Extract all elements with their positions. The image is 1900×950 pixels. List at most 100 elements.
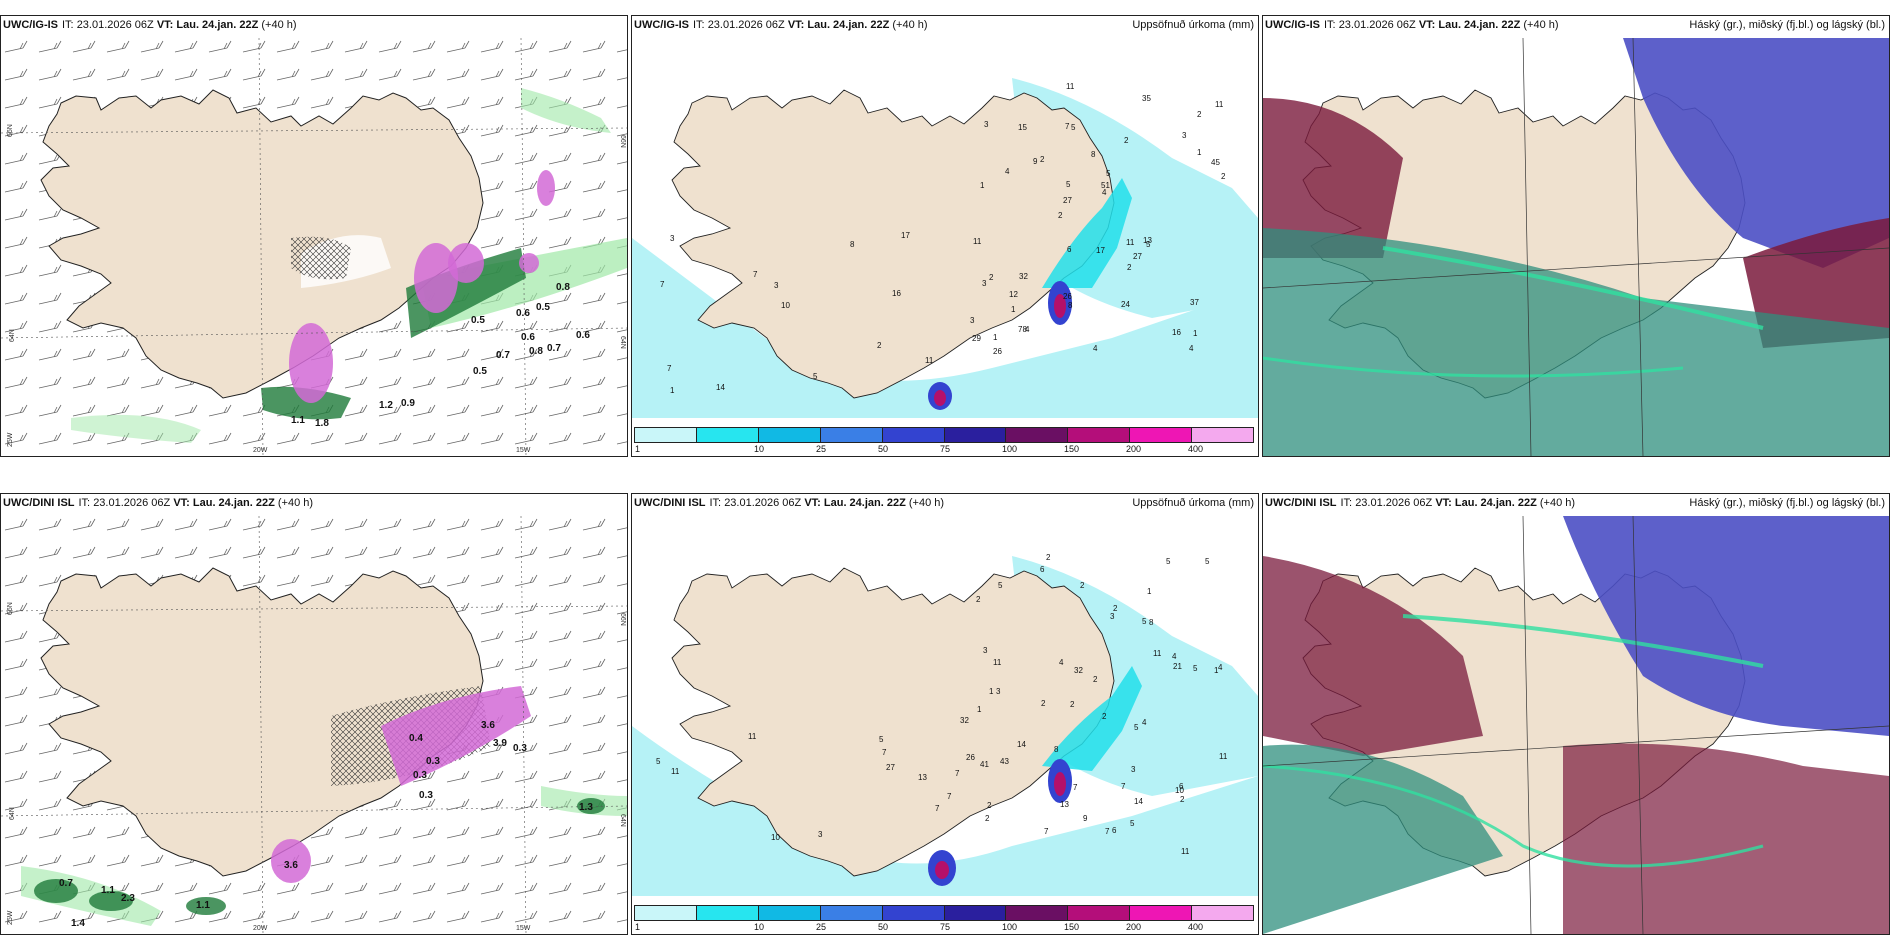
- precip-value: 2: [1070, 700, 1075, 709]
- precip-value: 8: [1068, 301, 1073, 310]
- precip-value: 5: [1066, 180, 1071, 189]
- precip-value: 11: [1181, 847, 1190, 856]
- panel-wind-bottom: UWC/DINI ISL IT: 23.01.2026 06Z VT: Lau. …: [0, 493, 628, 935]
- precip-value: 5: [1142, 617, 1147, 626]
- legend-swatches: [634, 427, 1254, 443]
- precip-value: 8: [850, 240, 855, 249]
- lon-label: 15W: [516, 925, 531, 932]
- legend-tick: 75: [940, 922, 951, 932]
- precip-value: 5: [656, 757, 661, 766]
- precip-value: 1: [980, 181, 985, 190]
- precip-value: 26: [1063, 292, 1072, 301]
- precip-value: 2: [1080, 581, 1085, 590]
- legend-swatch: [1068, 906, 1131, 920]
- panel-wind-top: UWC/IG-IS IT: 23.01.2026 06Z VT: Lau. 24.…: [0, 15, 628, 457]
- legend-swatches: [634, 905, 1254, 921]
- precip-value: 2: [1180, 795, 1185, 804]
- legend-tick: 10: [754, 444, 765, 454]
- legend-tick: 25: [816, 444, 827, 454]
- precip-value: 37: [1190, 298, 1199, 307]
- precip-value: 4: [1142, 718, 1147, 727]
- contour-label: 0.6: [521, 332, 535, 343]
- contour-label: 0.7: [59, 878, 73, 889]
- contour-label: 0.6: [576, 330, 590, 341]
- panel-header: UWC/IG-IS IT: 23.01.2026 06Z VT: Lau. 24.…: [3, 19, 297, 31]
- precip-value: 5: [1193, 664, 1198, 673]
- precip-value: 1: [670, 386, 675, 395]
- precip-value: 2: [976, 595, 981, 604]
- precip-value: 17: [1096, 246, 1105, 255]
- precip-value: 3: [970, 316, 975, 325]
- precip-value: 5: [1130, 819, 1135, 828]
- precip-value: 11: [748, 732, 757, 741]
- lat-label: 25W: [7, 432, 14, 447]
- lon-label: 15W: [516, 447, 531, 454]
- legend-tick: 25: [816, 922, 827, 932]
- precip-value: 7: [1105, 827, 1110, 836]
- precip-value: 3: [996, 687, 1001, 696]
- precip-value: 7: [1065, 122, 1070, 131]
- precip-value: 78: [1018, 325, 1027, 334]
- legend-swatch: [882, 428, 945, 442]
- precip-value: 1: [1197, 148, 1202, 157]
- precip-value: 3: [670, 234, 675, 243]
- precip-value: 7: [935, 804, 940, 813]
- precip-value: 11: [1219, 752, 1228, 761]
- legend-tick: 100: [1002, 922, 1018, 932]
- precip-value: 3: [774, 281, 779, 290]
- precip-value: 7: [667, 364, 672, 373]
- precip-value: 26: [993, 347, 1002, 356]
- lat-label: 66N: [7, 124, 14, 137]
- precip-value: 27: [1133, 252, 1142, 261]
- legend-tick: 200: [1126, 922, 1142, 932]
- legend-tick: 50: [878, 444, 889, 454]
- precip-value: 13: [1143, 236, 1152, 245]
- wind-map: 66N 64N 25W 20W 15W 66N 64N 0.4 0.3 3.6 …: [1, 516, 627, 934]
- panel-precip-bottom: UWC/DINI ISL IT: 23.01.2026 06Z VT: Lau. …: [631, 493, 1259, 935]
- panel-title: Uppsöfnuð úrkoma (mm): [1132, 19, 1254, 31]
- precip-value: 4: [1025, 325, 1030, 334]
- precip-value: 6: [1179, 782, 1184, 791]
- precip-value: 2: [1221, 172, 1226, 181]
- precip-value: 2: [1046, 553, 1051, 562]
- legend-tick: 50: [878, 922, 889, 932]
- precip-value: 14: [716, 383, 725, 392]
- legend-swatch: [820, 906, 883, 920]
- legend-tick: 1: [635, 444, 641, 454]
- precip-value: 2: [1127, 263, 1132, 272]
- precip-value: 27: [1063, 196, 1072, 205]
- legend-tick: 1: [635, 922, 641, 932]
- precip-value: 3: [983, 646, 988, 655]
- precip-value: 2: [1058, 211, 1063, 220]
- contour-label: 0.4: [409, 733, 423, 744]
- contour-label: 0.5: [471, 315, 485, 326]
- precip-value: 14: [1017, 740, 1026, 749]
- precip-value: 9: [1083, 814, 1088, 823]
- precip-value: 26: [966, 753, 975, 762]
- wind-map: 66N 64N 25W 20W 15W 66N 64N 0.8 0.5 0.6 …: [1, 38, 627, 456]
- precip-value: 51: [1101, 181, 1110, 190]
- lon-label: 20W: [253, 925, 268, 932]
- precip-value: 7: [1073, 783, 1078, 792]
- lat-label: 64N: [619, 814, 626, 827]
- precip-value: 7: [955, 769, 960, 778]
- precip-value: 2: [1124, 136, 1129, 145]
- contour-label: 0.5: [536, 302, 550, 313]
- lat-label: 25W: [7, 910, 14, 925]
- precip-value: 7: [947, 792, 952, 801]
- panel-cloud-bottom: UWC/DINI ISL IT: 23.01.2026 06Z VT: Lau. …: [1262, 493, 1890, 935]
- contour-labels: 0.4 0.3 3.6 3.9 0.3 0.3 0.3 1.3 3.6 0.7 …: [59, 720, 593, 929]
- precip-value: 32: [1074, 666, 1083, 675]
- contour-label: 0.8: [556, 282, 570, 293]
- precip-value: 11: [973, 237, 982, 246]
- precip-value: 2: [877, 341, 882, 350]
- precip-value: 21: [1173, 662, 1182, 671]
- legend-tick: 150: [1064, 922, 1080, 932]
- contour-label: 3.6: [284, 860, 298, 871]
- precip-value: 10: [771, 833, 780, 842]
- precip-value: 41: [980, 760, 989, 769]
- precip-value: 16: [1172, 328, 1181, 337]
- precip-value: 11: [1126, 238, 1135, 247]
- precip-value: 2: [1113, 604, 1118, 613]
